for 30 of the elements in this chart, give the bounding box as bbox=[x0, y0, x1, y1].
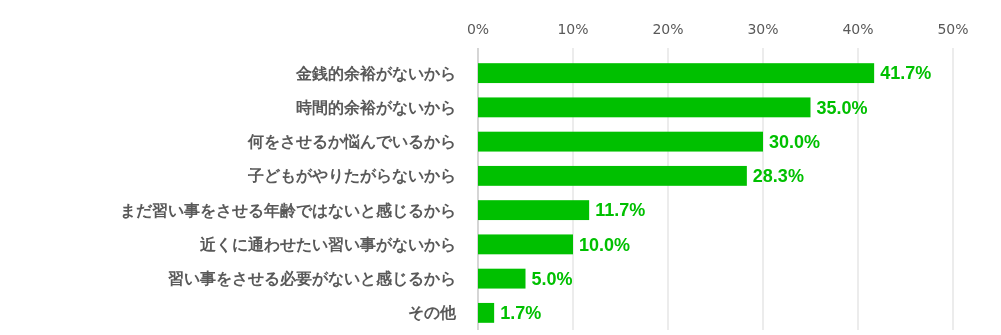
bar bbox=[478, 302, 495, 323]
data-label: 41.7% bbox=[880, 63, 932, 84]
data-label: 30.0% bbox=[769, 131, 821, 152]
x-tick-label: 0% bbox=[466, 21, 490, 37]
y-tick-label: 時間的余裕がないから bbox=[296, 97, 456, 117]
data-label: 10.0% bbox=[579, 234, 631, 255]
bar bbox=[478, 234, 573, 255]
data-label: 1.7% bbox=[500, 303, 542, 324]
bar bbox=[478, 165, 747, 186]
x-tick-label: 30% bbox=[747, 21, 779, 37]
y-tick-label: 近くに通わせたい習い事がないから bbox=[199, 234, 456, 254]
x-tick-label: 50% bbox=[937, 21, 969, 37]
bar bbox=[478, 131, 763, 152]
bar bbox=[478, 63, 875, 84]
x-tick-label: 20% bbox=[652, 21, 684, 37]
y-tick-label: まだ習い事をさせる年齢ではないと感じるから bbox=[120, 200, 456, 220]
y-tick-label: その他 bbox=[408, 303, 457, 323]
data-label: 35.0% bbox=[816, 97, 868, 118]
bar bbox=[478, 97, 811, 118]
y-tick-label: 子どもがやりたがらないから bbox=[247, 166, 456, 186]
data-label: 11.7% bbox=[595, 200, 646, 221]
x-tick-label: 40% bbox=[842, 21, 874, 37]
y-tick-label: 習い事をさせる必要がないと感じるから bbox=[168, 269, 456, 289]
data-label: 5.0% bbox=[531, 268, 573, 289]
bar bbox=[478, 268, 526, 289]
y-tick-label: 金銭的余裕がないから bbox=[295, 63, 456, 83]
bar bbox=[478, 200, 590, 221]
y-tick-label: 何をさせるか悩んでいるから bbox=[247, 132, 456, 152]
data-label: 28.3% bbox=[752, 166, 804, 187]
x-tick-label: 10% bbox=[557, 21, 589, 37]
